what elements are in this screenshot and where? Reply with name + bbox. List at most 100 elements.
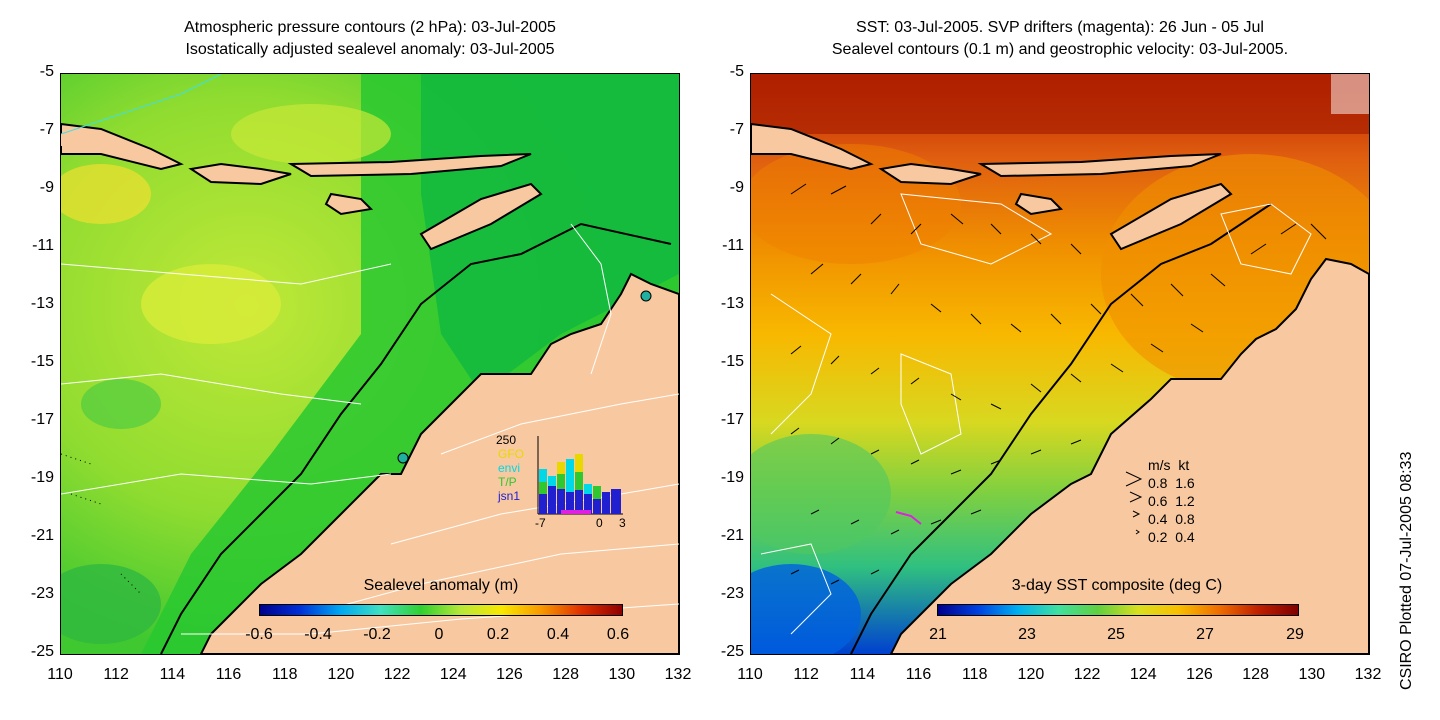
legend-ms: 0.2 xyxy=(1148,529,1168,545)
sst-map-panel[interactable]: m/s kt 0.8 1.6 0.6 1.2 0.4 0.8 0.2 0.4 3… xyxy=(750,73,1370,655)
cloud-mask xyxy=(1331,74,1369,114)
sealevel-map xyxy=(61,74,679,654)
island-timor xyxy=(1109,182,1233,251)
island-timor xyxy=(419,182,543,251)
latitude-tick-label: -7 xyxy=(39,121,54,138)
latitude-tick-label: -25 xyxy=(30,643,54,660)
island-sumba xyxy=(1014,192,1064,216)
longitude-tick-label: 132 xyxy=(1354,666,1382,683)
island-java xyxy=(751,122,874,171)
latitude-tick-label: -9 xyxy=(39,179,54,196)
right-title-line1: SST: 03-Jul-2005. SVP drifters (magenta)… xyxy=(856,19,1264,36)
latitude-tick-label: -19 xyxy=(720,469,744,486)
sla-colorbar-tick: 0.6 xyxy=(606,626,630,643)
velocity-legend-row: 0.8 1.6 xyxy=(1148,475,1195,491)
longitude-tick-label: 126 xyxy=(1186,666,1213,683)
longitude-tick-label: 114 xyxy=(849,666,876,683)
latitude-tick-label: -13 xyxy=(30,295,54,312)
longitude-tick-label: 130 xyxy=(608,666,636,683)
longitude-tick-label: 110 xyxy=(737,666,763,683)
inset-ymax-label: 250 xyxy=(496,433,517,447)
drifter-track xyxy=(895,511,922,525)
sst-colorbar-tick: 29 xyxy=(1286,626,1304,643)
island-bali-lombok xyxy=(878,162,982,186)
latitude-tick-label: -21 xyxy=(30,527,54,544)
bathymetry-contour xyxy=(160,222,672,654)
longitude-tick-label: 120 xyxy=(327,666,355,683)
legend-header-kt: kt xyxy=(1178,457,1190,473)
latitude-tick-label: -9 xyxy=(729,179,744,196)
hist-bar xyxy=(548,486,556,514)
latitude-tick-label: -23 xyxy=(30,585,54,602)
latitude-tick-label: -11 xyxy=(32,237,54,254)
sla-colorbar-tick: 0.2 xyxy=(486,626,510,643)
hist-bar xyxy=(593,486,601,499)
hist-bar xyxy=(539,494,547,514)
island-bali-lombok xyxy=(188,162,292,186)
hist-bar xyxy=(575,454,583,472)
legend-ms: 0.6 xyxy=(1148,493,1168,509)
hist-bar xyxy=(602,492,610,514)
velocity-legend-header: m/s kt xyxy=(1148,457,1189,473)
latitude-tick-label: -13 xyxy=(720,295,744,312)
longitude-tick-label: 132 xyxy=(664,666,692,683)
legend-kt: 1.6 xyxy=(1175,475,1195,491)
latitude-tick-label: -5 xyxy=(729,63,744,80)
hist-bar xyxy=(566,474,574,492)
inset-xtick: 3 xyxy=(619,516,626,530)
velocity-arrows xyxy=(790,183,1327,585)
longitude-tick-label: 122 xyxy=(383,666,411,683)
longitude-tick-label: 116 xyxy=(215,666,242,683)
sst-colorbar-title: 3-day SST composite (deg C) xyxy=(1011,577,1223,594)
latitude-tick-label: -23 xyxy=(720,585,744,602)
pressure-contour xyxy=(61,373,362,405)
longitude-tick-label: 116 xyxy=(905,666,932,683)
inset-xtick: -7 xyxy=(535,516,546,530)
hist-bar xyxy=(575,490,583,514)
longitude-tick-label: 112 xyxy=(103,666,129,683)
sealevel-map-panel[interactable]: 250 GFO envi T/P jsn1 -7 0 3 Sealevel an… xyxy=(60,73,680,655)
latitude-tick-label: -15 xyxy=(30,353,54,370)
hist-bar xyxy=(548,476,556,486)
sla-colorbar-tick: -0.2 xyxy=(363,626,391,643)
velocity-legend-row: 0.2 0.4 xyxy=(1148,529,1195,545)
velocity-legend-arrows xyxy=(1125,471,1143,535)
hist-bar xyxy=(566,459,574,474)
longitude-tick-label: 118 xyxy=(961,666,988,683)
australia-coastline xyxy=(199,272,679,654)
sealevel-contour xyxy=(760,543,832,635)
legend-kt: 1.2 xyxy=(1175,493,1195,509)
longitude-tick-label: 122 xyxy=(1073,666,1101,683)
longitude-tick-label: 120 xyxy=(1017,666,1045,683)
longitude-tick-label: 124 xyxy=(1129,666,1157,683)
longitude-tick-label: 112 xyxy=(793,666,819,683)
sst-map xyxy=(751,74,1369,654)
longitude-tick-label: 126 xyxy=(496,666,523,683)
latitude-tick-label: -15 xyxy=(720,353,744,370)
hist-bar xyxy=(539,469,547,482)
latitude-tick-label: -11 xyxy=(722,237,744,254)
sst-colorbar-tick: 23 xyxy=(1018,626,1036,643)
australia-coastline xyxy=(889,257,1369,654)
pressure-contour-cyan xyxy=(61,74,222,135)
inset-xtick: 0 xyxy=(596,516,603,530)
longitude-tick-label: 130 xyxy=(1298,666,1326,683)
latitude-tick-label: -21 xyxy=(720,527,744,544)
hist-bar xyxy=(584,484,592,494)
sla-colorbar-tick: 0 xyxy=(434,626,444,643)
velocity-legend-row: 0.4 0.8 xyxy=(1148,511,1195,527)
latitude-tick-label: -17 xyxy=(30,411,54,428)
latitude-tick-label: -25 xyxy=(720,643,744,660)
legend-kt: 0.4 xyxy=(1175,529,1195,545)
right-title-line2: Sealevel contours (0.1 m) and geostrophi… xyxy=(831,41,1289,58)
sla-yellow-blob xyxy=(61,164,151,224)
hist-bar xyxy=(557,462,565,474)
island-flores-chain xyxy=(287,153,532,178)
sst-cold-blob xyxy=(751,564,861,654)
sealevel-contour xyxy=(770,293,832,435)
legend-kt: 0.8 xyxy=(1175,511,1195,527)
sla-colorbar xyxy=(259,604,623,616)
sla-yellow-blob xyxy=(141,264,281,344)
legend-header-ms: m/s xyxy=(1148,457,1171,473)
pressure-contour xyxy=(61,263,392,285)
